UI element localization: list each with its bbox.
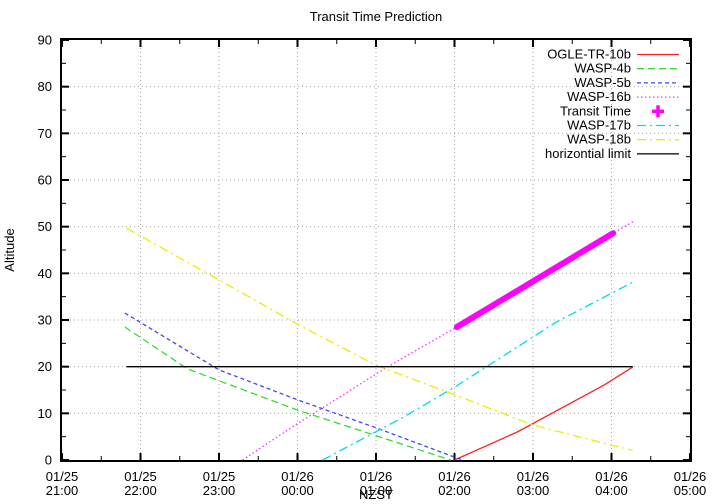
x-tick-label-time: 04:00 [595, 483, 628, 498]
x-tick-label-date: 01/25 [203, 469, 236, 484]
y-tick-label: 30 [38, 313, 52, 328]
legend: OGLE-TR-10bWASP-4bWASP-5bWASP-16bTransit… [545, 47, 679, 161]
series-wasp-17b [322, 281, 634, 461]
x-tick-label-time: 03:00 [517, 483, 550, 498]
x-tick-label-date: 01/25 [124, 469, 157, 484]
x-tick-label-time: 00:00 [281, 483, 314, 498]
x-tick-label-time: 23:00 [203, 483, 236, 498]
y-tick-label: 80 [38, 79, 52, 94]
legend-label: OGLE-TR-10b [547, 47, 631, 62]
y-tick-label: 70 [38, 126, 52, 141]
x-tick-label-time: 02:00 [438, 483, 471, 498]
data-series [124, 220, 636, 461]
x-tick-label-time: 05:00 [674, 483, 707, 498]
x-tick-label-date: 01/26 [438, 469, 471, 484]
x-tick-label-time: 01:00 [360, 483, 393, 498]
legend-label: Transit Time [560, 103, 631, 118]
x-tick-label-date: 01/26 [281, 469, 314, 484]
x-tick-label-date: 01/26 [674, 469, 707, 484]
x-tick-label-time: 22:00 [124, 483, 157, 498]
x-tick-label-date: 01/25 [46, 469, 79, 484]
x-tick-label-date: 01/26 [595, 469, 628, 484]
x-tick-label-date: 01/26 [517, 469, 550, 484]
y-axis-label: Altitude [2, 228, 17, 271]
x-tick-label-time: 21:00 [46, 483, 79, 498]
legend-label: WASP-4b [574, 61, 631, 76]
legend-label: WASP-18b [567, 132, 631, 147]
y-tick-label: 40 [38, 266, 52, 281]
y-tick-label: 50 [38, 219, 52, 234]
series-ogle-tr-10b [454, 366, 634, 461]
y-tick-label: 0 [45, 453, 52, 468]
plot-border [60, 38, 692, 462]
series-wasp-18b [126, 227, 633, 451]
legend-label: WASP-16b [567, 89, 631, 104]
y-tick-label: 60 [38, 173, 52, 188]
series-wasp-16b [242, 220, 636, 461]
tick-labels: 010203040506070809001/2521:0001/2522:000… [38, 33, 707, 499]
series-wasp-5b [124, 312, 463, 461]
chart-title: Transit Time Prediction [310, 9, 442, 24]
y-tick-label: 10 [38, 406, 52, 421]
series-wasp-4b [124, 326, 451, 461]
series-transit-time [453, 230, 617, 330]
x-tick-label-date: 01/26 [360, 469, 393, 484]
y-tick-label: 90 [38, 33, 52, 48]
y-tick-label: 20 [38, 359, 52, 374]
legend-label: WASP-17b [567, 118, 631, 133]
legend-label: WASP-5b [574, 75, 631, 90]
x-axis-label: NZST [359, 487, 393, 502]
legend-label: horizontial limit [545, 146, 631, 161]
